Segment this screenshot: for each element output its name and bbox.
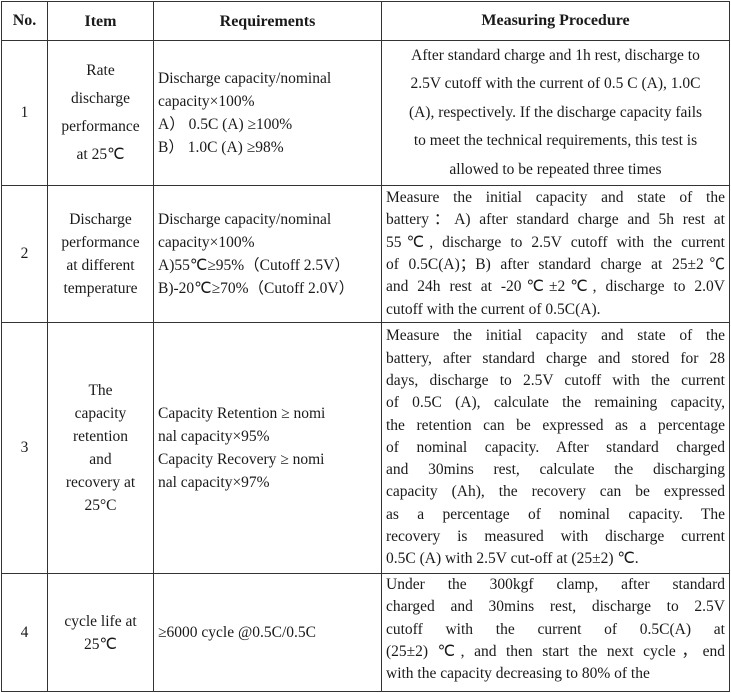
req-line: B） 1.0C (A) ≥98% (158, 139, 284, 156)
req-line: Capacity Retention ≥ nomi (158, 405, 326, 422)
req-line: Discharge capacity/nominal (158, 211, 332, 228)
proc-line: capacity (Ah), the recovery can be expre… (386, 483, 725, 501)
procedure-cell: Measure the initial capacity and state o… (381, 322, 730, 574)
header-row: No. Item Requirements Measuring Procedur… (1, 1, 730, 41)
header-requirements: Requirements (153, 1, 382, 41)
item-line: at 25℃ (76, 146, 125, 163)
header-no: No. (1, 1, 48, 41)
req-line: nal capacity×95% (158, 428, 270, 445)
item-line: at different (66, 257, 135, 274)
item-line: 25°C (84, 497, 117, 514)
item-line: performance (61, 118, 140, 135)
item-line: capacity (74, 405, 127, 422)
procedure-cell: Measure the initial capacity and state o… (381, 185, 730, 323)
header-item: Item (47, 1, 154, 41)
requirements-cell: Capacity Retention ≥ nomi nal capacity×95… (153, 322, 382, 574)
proc-line: After standard charge and 1h rest, disch… (411, 46, 700, 64)
proc-line: allowed to be repeated three times (449, 160, 662, 178)
proc-line: Under the 300kgf clamp, after standard (386, 576, 725, 593)
proc-line: the retention can be expressed as a perc… (386, 416, 725, 434)
proc-line: (A), respectively. If the discharge capa… (408, 103, 703, 121)
req-line: A)55℃≥95%（Cutoff 2.5V） (158, 257, 350, 274)
item-cell: The capacity retention and recovery at 25°C (47, 322, 154, 574)
row-number: 1 (1, 40, 48, 186)
proc-line: of nominal capacity. After standard char… (386, 438, 725, 456)
table-row: 2 Discharge performance at different tempera… (1, 185, 730, 323)
requirements-cell: Discharge capacity/nominal capacity×100% A… (153, 185, 382, 323)
item-line: performance (61, 234, 140, 251)
proc-line: and 24h rest at -20℃±2℃, discharge to 2.… (386, 278, 725, 296)
proc-line: of 0.5C (A), calculate the remaining cap… (386, 394, 725, 412)
req-line: Capacity Recovery ≥ nomi (158, 451, 325, 468)
item-line: retention (72, 428, 129, 445)
item-cell: cycle life at 25℃ (47, 573, 154, 692)
proc-line: 0.5C (A) with 2.5V cut-off at (25±2) ℃. (386, 550, 639, 568)
proc-line: to meet the technical requirements, this… (413, 132, 698, 150)
requirements-cell: ≥6000 cycle @0.5C/0.5C (153, 573, 382, 692)
row-number: 2 (1, 185, 48, 323)
item-line: Rate (86, 62, 115, 79)
row-number-text: 3 (20, 439, 29, 456)
item-line: temperature (63, 280, 138, 297)
req-line: capacity×100% (158, 93, 255, 110)
row-number: 3 (1, 322, 48, 574)
item-cell: Discharge performance at different temperat… (47, 185, 154, 323)
proc-line: as a percentage of nominal capacity. The (386, 505, 725, 523)
header-procedure: Measuring Procedure (381, 1, 730, 41)
table-row: 1 Rate discharge performance at 25℃ Discharge… (1, 40, 730, 186)
proc-line: battery, after standard charge and store… (386, 349, 725, 367)
procedure-cell: After standard charge and 1h rest, disch… (381, 40, 730, 186)
proc-line: cutoff with the current of 0.5C(A) at (386, 620, 725, 638)
req-line: B)-20℃≥70%（Cutoff 2.0V） (158, 280, 355, 297)
procedure-cell: Under the 300kgf clamp, after standard ch… (381, 573, 730, 692)
req-line: ≥6000 cycle @0.5C/0.5C (158, 624, 316, 641)
item-line: The (88, 382, 113, 399)
proc-line: battery：A) after standard charge and 5h … (386, 211, 725, 229)
row-number-text: 4 (20, 623, 29, 641)
req-line: nal capacity×97% (158, 474, 270, 491)
proc-line: charged and 30mins rest, discharge to 2.… (386, 598, 725, 616)
proc-line: Measure the initial capacity and state o… (386, 327, 725, 345)
requirements-cell: Discharge capacity/nominal capacity×100% A… (153, 40, 382, 186)
req-line: A） 0.5C (A) ≥100% (158, 116, 293, 133)
table-row: 4 cycle life at 25℃ ≥6000 cycle @0.5C/0.5C U… (1, 573, 730, 692)
row-number-text: 1 (20, 104, 29, 121)
proc-line: recovery is measured with discharge curr… (386, 528, 725, 546)
proc-line: Measure the initial capacity and state o… (386, 189, 725, 207)
proc-line: cutoff with the current of 0.5C(A). (386, 300, 601, 318)
req-line: capacity×100% (158, 234, 255, 251)
item-line: and (89, 451, 112, 468)
proc-line: with the capacity decreasing to 80% of t… (386, 665, 650, 683)
item-line: Discharge (69, 211, 132, 228)
table-row: 3 The capacity retention and recovery at 25°C C… (1, 322, 730, 574)
proc-line: and 30mins rest, calculate the dischargi… (386, 461, 725, 479)
item-line: recovery at (65, 474, 136, 491)
item-line: cycle life at (64, 612, 137, 630)
item-cell: Rate discharge performance at 25℃ (47, 40, 154, 186)
row-number: 4 (1, 573, 48, 692)
req-line: Discharge capacity/nominal (158, 70, 332, 87)
proc-line: days, discharge to 2.5V cutoff with the … (386, 371, 725, 389)
row-number-text: 2 (20, 245, 29, 262)
item-line: discharge (70, 90, 131, 107)
proc-line: 2.5V cutoff with the current of 0.5 C (A… (410, 75, 701, 93)
proc-line: of 0.5C(A)；B) after standard charge at 2… (386, 256, 725, 273)
item-line: 25℃ (84, 635, 117, 653)
proc-line: (25±2) ℃, and then start the next cycle，… (386, 642, 725, 660)
proc-line: 55℃, discharge to 2.5V cutoff with the c… (386, 233, 725, 251)
